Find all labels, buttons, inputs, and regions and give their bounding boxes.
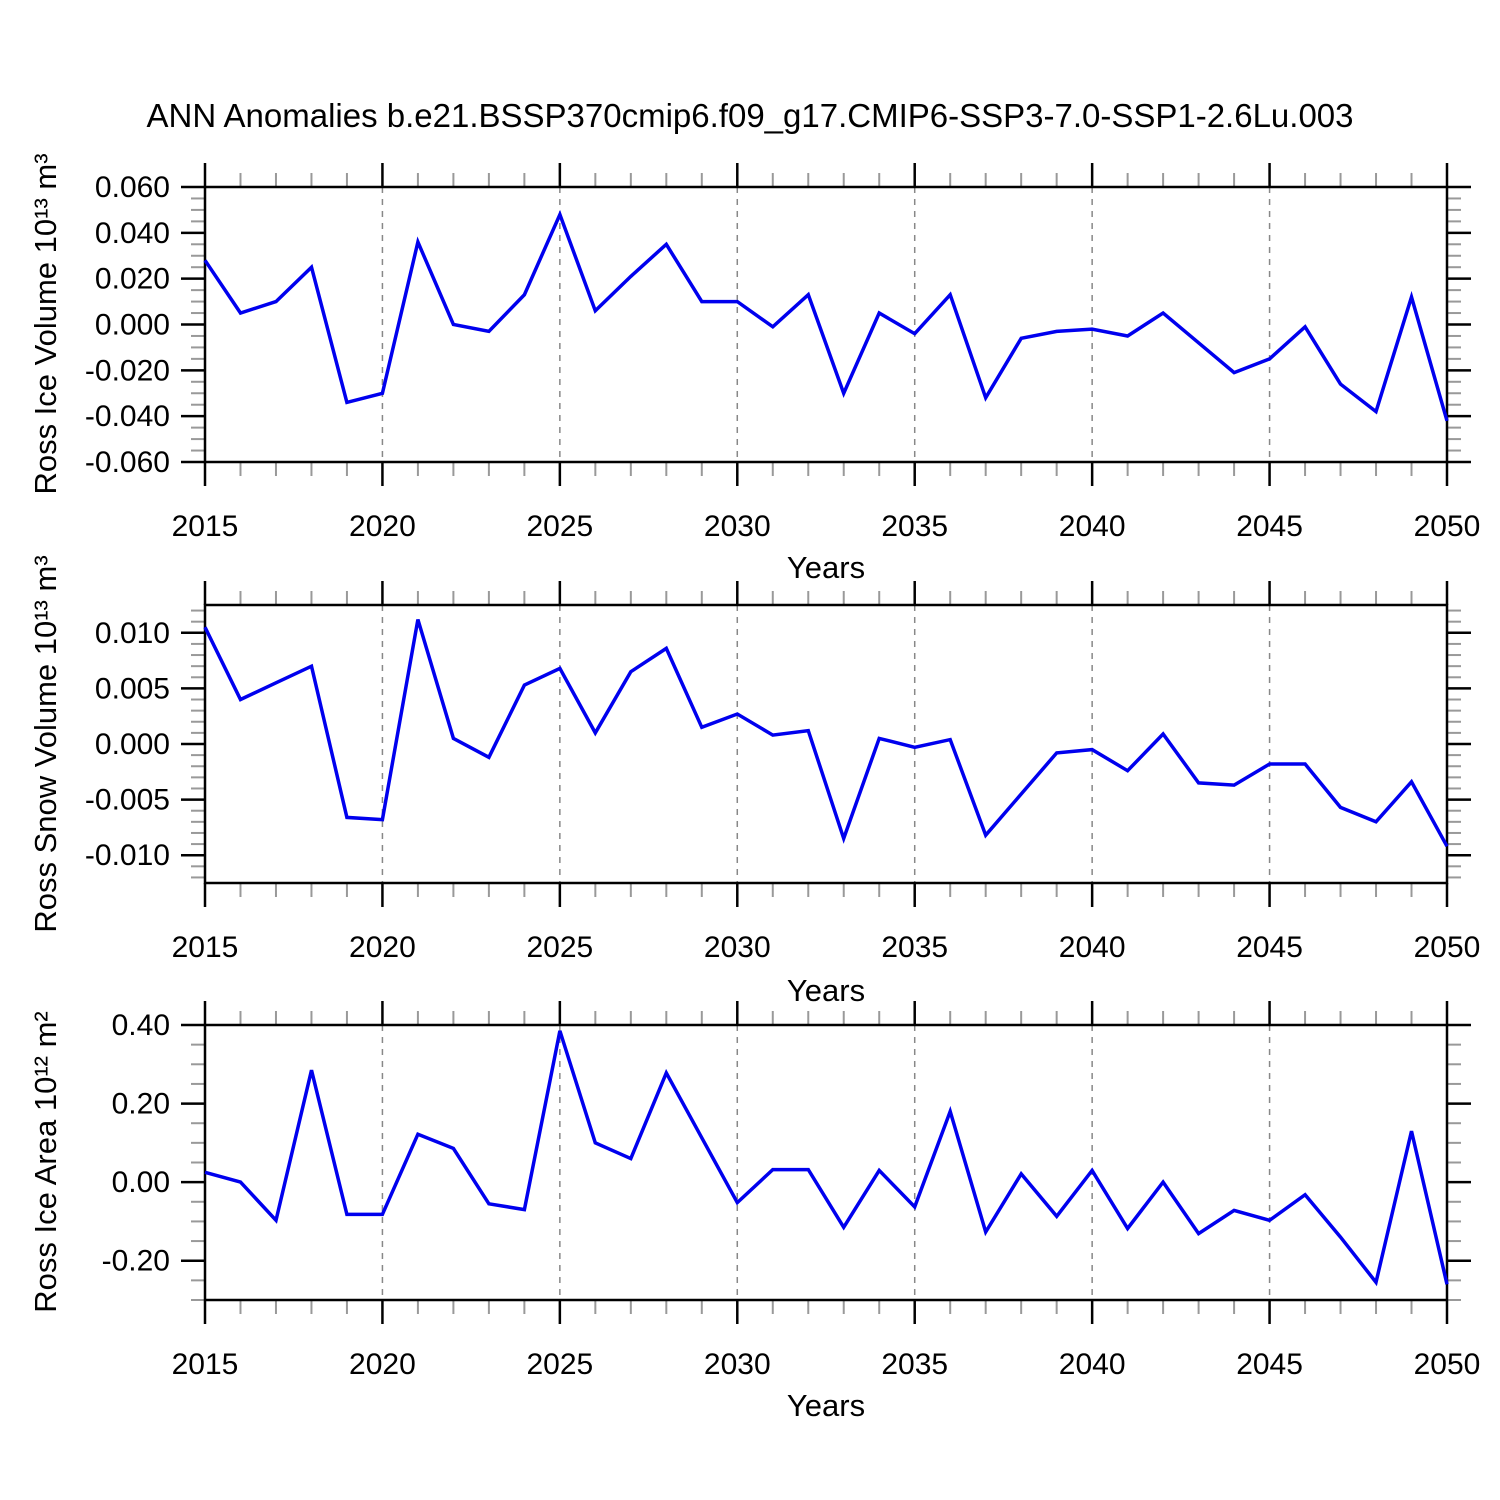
- x-tick-label: 2045: [1236, 1348, 1303, 1381]
- y-tick-label: 0.060: [95, 171, 170, 204]
- x-tick-label: 2015: [172, 1348, 239, 1381]
- x-tick-label: 2030: [704, 510, 771, 543]
- y-tick-label: 0.005: [95, 672, 170, 705]
- data-line: [204, 1030, 1449, 1287]
- y-tick-label: -0.010: [85, 839, 170, 872]
- data-line: [203, 618, 1449, 848]
- y-tick-label: -0.040: [85, 400, 170, 433]
- y-tick-label: 0.020: [95, 263, 170, 296]
- x-tick-label: 2025: [526, 1348, 593, 1381]
- x-tick-label: 2035: [881, 510, 948, 543]
- x-tick-label: 2020: [349, 510, 416, 543]
- panel-1: 0.0600.0400.0200.000-0.020-0.040-0.06020…: [85, 163, 1480, 543]
- y-tick-label: -0.20: [102, 1245, 170, 1278]
- x-tick-label: 2050: [1414, 510, 1481, 543]
- y-tick-label: 0.40: [112, 1009, 170, 1042]
- x-axis-title-years-panel-3: Years: [786, 1388, 866, 1423]
- y-tick-label: 0.040: [95, 217, 170, 250]
- x-tick-label: 2040: [1059, 510, 1126, 543]
- y-tick-label: -0.060: [85, 446, 170, 479]
- x-tick-label: 2030: [704, 1348, 771, 1381]
- x-tick-label: 2025: [526, 510, 593, 543]
- panel-3: 0.40 0.20 0.00 -0.20 2015 2020 2025 2030 2035 204…: [102, 1001, 1481, 1381]
- x-tick-label: 2040: [1059, 931, 1126, 964]
- x-tick-label: 2035: [881, 931, 948, 964]
- x-axis-title-years-panel-1: Years: [786, 550, 866, 585]
- x-tick-label: 2040: [1059, 1348, 1126, 1381]
- y-tick-label: -0.005: [85, 784, 170, 817]
- y-tick-label: -0.020: [85, 354, 170, 387]
- x-axis-title-years-panel-2: Years: [786, 973, 866, 1008]
- x-tick-label: 2050: [1414, 1348, 1481, 1381]
- y-tick-label: 0.010: [95, 617, 170, 650]
- x-tick-label: 2035: [881, 1348, 948, 1381]
- y-tick-label: 0.000: [95, 728, 170, 761]
- x-tick-label: 2020: [349, 1348, 416, 1381]
- x-tick-label: 2030: [704, 931, 771, 964]
- data-line: [203, 209, 1449, 422]
- panel-2: 0.010 0.005 0.000 -0.005 -0.010 2015 2020 2025 2…: [85, 581, 1480, 964]
- plot-box: [203, 603, 1449, 885]
- x-tick-label: 2045: [1236, 931, 1303, 964]
- x-tick-label: 2045: [1236, 510, 1303, 543]
- plot-box: [203, 185, 1449, 464]
- y-tick-label: 0.00: [112, 1166, 170, 1199]
- x-tick-label: 2050: [1414, 931, 1481, 964]
- x-tick-label: 2020: [349, 931, 416, 964]
- chart-title: ANN Anomalies b.e21.BSSP370cmip6.f09_g17…: [146, 97, 1354, 134]
- x-tick-label: 2025: [526, 931, 593, 964]
- plot-box: [203, 1023, 1449, 1302]
- x-tick-label: 2015: [172, 510, 239, 543]
- y-tick-label: 0.000: [95, 309, 170, 342]
- x-tick-label: 2015: [172, 931, 239, 964]
- y-tick-label: 0.20: [112, 1088, 170, 1121]
